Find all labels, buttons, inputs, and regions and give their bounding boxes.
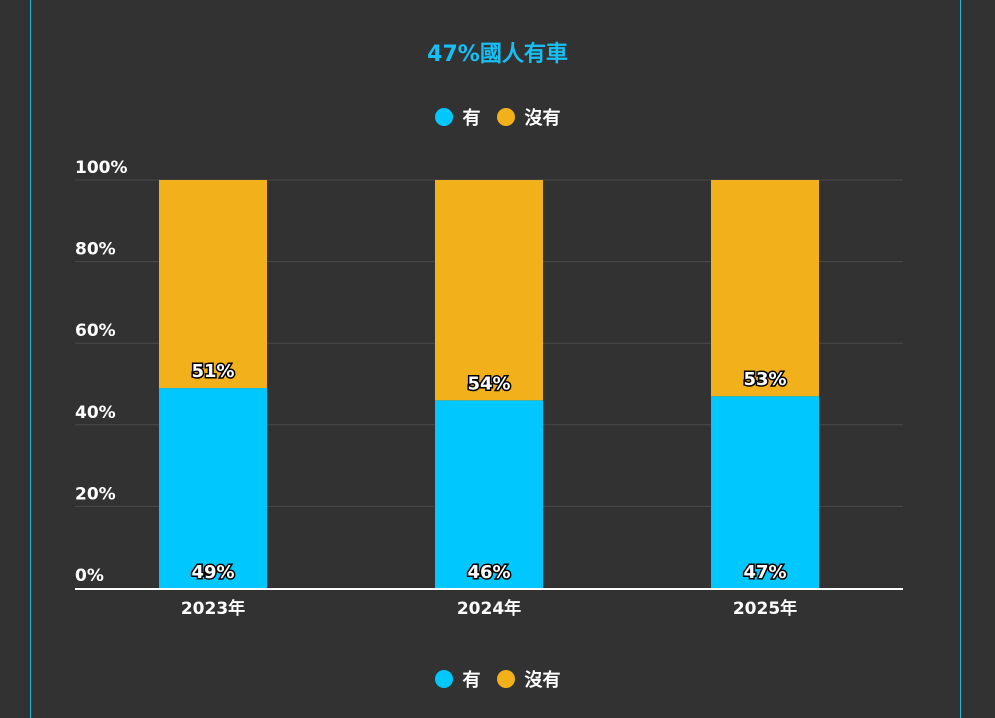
y-tick-label-40: 40% [75,403,116,423]
legend-label-yes: 有 [462,108,481,129]
bar-no-0 [159,180,267,389]
legend-marker-no [496,108,515,126]
bar-no-1 [435,180,543,401]
y-tick-label-80: 80% [75,240,116,260]
bar-yes-0 [159,388,267,588]
chart-frame [30,0,961,718]
legend-marker-yes-bottom [434,670,453,688]
y-tick-label-60: 60% [75,321,116,341]
x-tick-label-1: 2024年 [457,598,521,619]
bar-yes-2 [711,396,819,588]
x-tick-label-2: 2025年 [733,598,797,619]
legend-label-no-bottom: 沒有 [524,670,561,691]
legend-item-no[interactable]: 沒有 [496,104,561,130]
legend-top: 有 沒有 [0,104,995,130]
legend-label-yes-bottom: 有 [462,670,481,691]
data-label-no-1: 54% [467,373,510,394]
legend-item-yes[interactable]: 有 [434,104,481,130]
y-tick-label-100: 100% [75,158,128,178]
y-tick-label-20: 20% [75,484,116,504]
data-label-yes-1: 46% [467,562,510,583]
bar-no-2 [711,180,819,397]
data-label-yes-2: 47% [743,562,786,583]
y-tick-label-0: 0% [75,566,104,586]
legend-marker-yes [434,108,453,126]
chart-title: 47%國人有車 [427,42,568,67]
legend-bottom: 有 沒有 [0,666,995,692]
legend-item-no-bottom[interactable]: 沒有 [496,666,561,692]
data-label-no-2: 53% [743,369,786,390]
legend-item-yes-bottom[interactable]: 有 [434,666,481,692]
bar-yes-1 [435,400,543,588]
data-label-no-0: 51% [191,361,234,382]
x-tick-label-0: 2023年 [181,598,245,619]
legend-marker-no-bottom [496,670,515,688]
legend-label-no: 沒有 [524,108,561,129]
data-label-yes-0: 49% [191,562,234,583]
